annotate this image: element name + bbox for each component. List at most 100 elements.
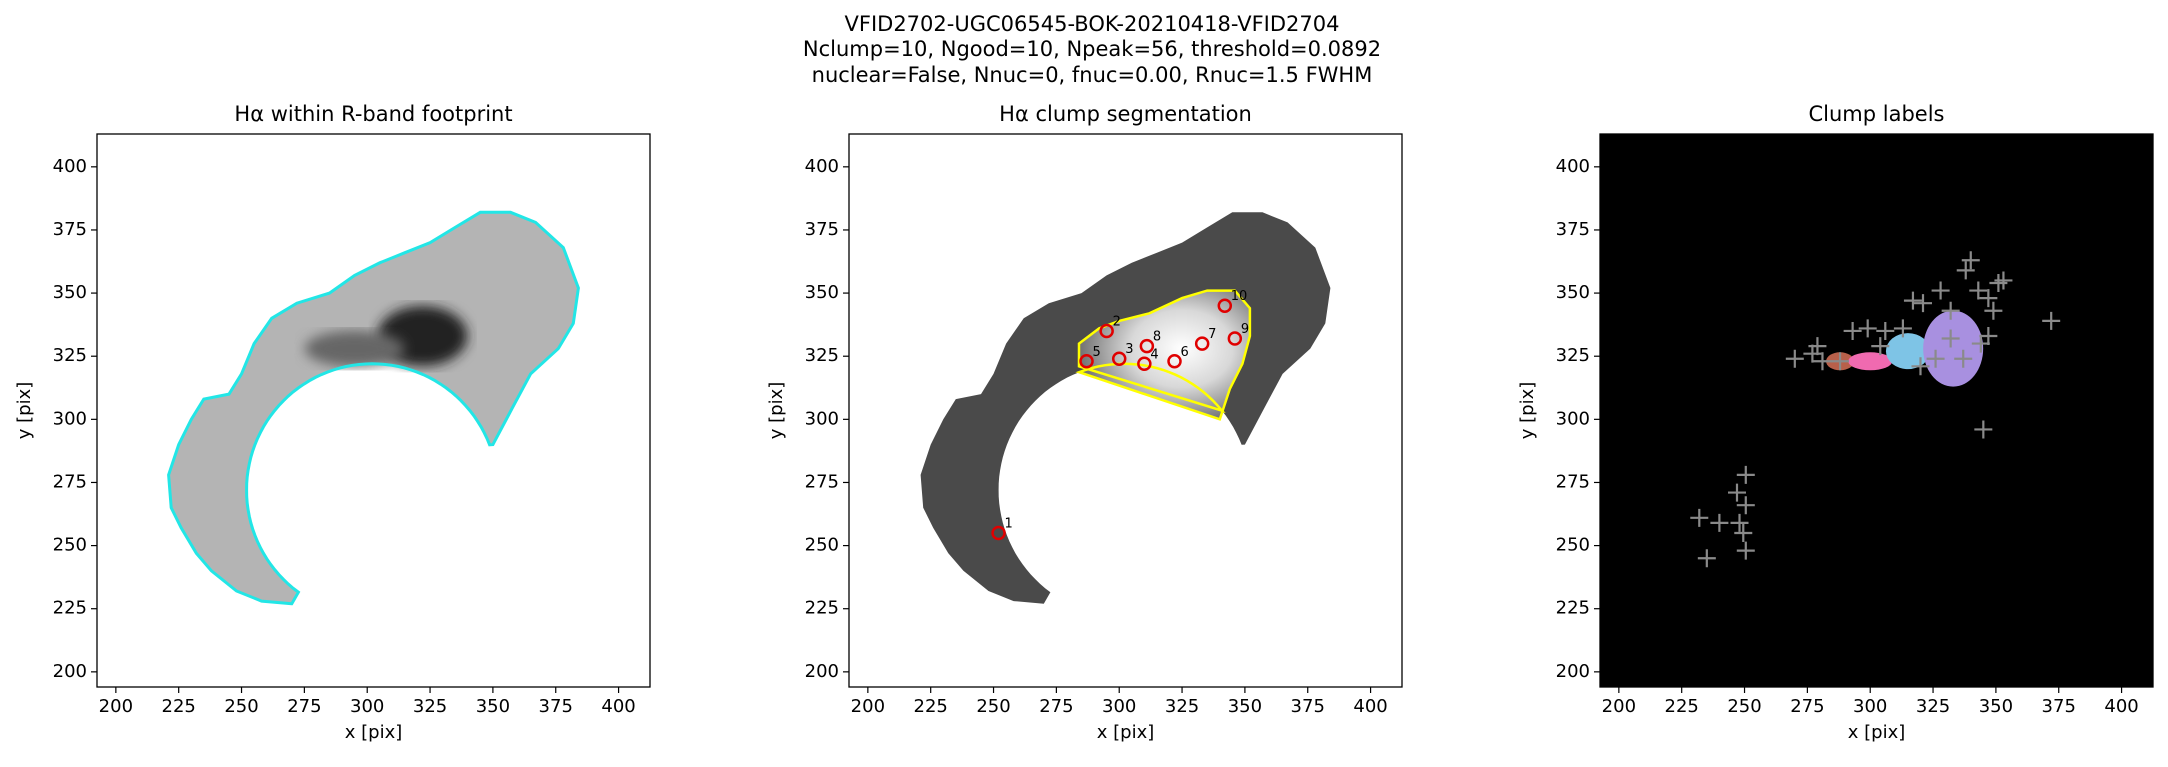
peak-marker <box>1926 349 1945 368</box>
y-tick-label: 250 <box>1556 535 1590 556</box>
x-axis-label: x [pix] <box>1848 722 1906 743</box>
clump-label: 9 <box>1241 322 1249 337</box>
y-tick-label: 325 <box>805 345 839 366</box>
panel: 200 225 250 275 300 325 350 375 400 200 225 250 275 3… <box>14 102 651 743</box>
peak-marker <box>1903 291 1922 310</box>
peak-marker <box>1734 523 1753 542</box>
clump-marker <box>1079 354 1094 369</box>
clump-label: 3 <box>1125 342 1133 357</box>
peak-marker <box>1941 329 1960 348</box>
panel-title: Hα within R-band footprint <box>234 102 512 126</box>
axes-frame <box>96 133 651 688</box>
panel: 200 225 250 275 300 325 350 375 400 200 225 250 275 3… <box>1517 102 2154 743</box>
x-tick-label: 375 <box>539 696 573 717</box>
y-tick-label: 300 <box>805 408 839 429</box>
clump-label: 7 <box>1208 327 1216 342</box>
figure-title: Nclump=10, Ngood=10, Npeak=56, threshold… <box>803 37 1381 61</box>
clump-marker <box>1139 338 1155 354</box>
peak-marker <box>1969 281 1988 300</box>
y-tick-label: 400 <box>1556 156 1590 177</box>
clump-label: 4 <box>1150 347 1158 362</box>
peak-marker <box>1984 301 2003 320</box>
y-tick-label: 250 <box>53 535 87 556</box>
y-tick-label: 225 <box>805 598 839 619</box>
y-tick-label: 350 <box>805 282 839 303</box>
peak-marker <box>1710 513 1729 532</box>
peak-marker <box>1730 513 1749 532</box>
peak-marker <box>1858 319 1877 338</box>
y-tick-label: 200 <box>805 661 839 682</box>
clump-label: 5 <box>1093 345 1101 360</box>
y-tick-label: 325 <box>1556 345 1590 366</box>
y-tick-label: 400 <box>53 156 87 177</box>
x-tick-label: 225 <box>162 696 196 717</box>
x-tick-label: 400 <box>2104 696 2138 717</box>
footprint <box>168 212 579 604</box>
peak-marker <box>1954 349 1973 368</box>
clump-region <box>1848 352 1893 371</box>
clump-region <box>1885 333 1930 370</box>
y-tick-label: 225 <box>53 598 87 619</box>
clump-marker <box>1111 351 1127 366</box>
peak-marker <box>1876 321 1895 340</box>
y-axis-label: y [pix] <box>766 382 787 440</box>
peak-marker <box>1813 352 1832 371</box>
x-tick-label: 350 <box>1228 696 1262 717</box>
footprint-contour <box>167 210 580 606</box>
x-axis-label: x [pix] <box>345 722 403 743</box>
x-tick-label: 300 <box>1853 696 1887 717</box>
x-tick-label: 375 <box>2042 696 2076 717</box>
peak-marker <box>1961 251 1980 270</box>
y-tick-label: 275 <box>805 471 839 492</box>
axes-frame <box>848 133 1403 688</box>
clump-marker <box>1217 298 1233 313</box>
x-tick-label: 200 <box>851 696 885 717</box>
image-background <box>1600 134 2153 687</box>
image-background <box>849 134 1402 687</box>
peak-marker <box>1697 549 1716 568</box>
x-tick-label: 325 <box>413 696 447 717</box>
x-tick-label: 400 <box>1353 696 1387 717</box>
clump-marker <box>1167 354 1182 369</box>
peak-marker <box>1979 289 1998 308</box>
dark-region <box>304 330 405 367</box>
y-axis-label: y [pix] <box>14 382 35 440</box>
peak-marker <box>1843 321 1862 340</box>
peak-marker <box>2042 311 2061 330</box>
clump-label: 1 <box>1005 516 1013 531</box>
x-tick-label: 250 <box>1727 696 1761 717</box>
y-tick-label: 275 <box>1556 471 1590 492</box>
peak-marker <box>1831 352 1850 371</box>
peak-marker <box>1931 281 1950 300</box>
x-tick-label: 275 <box>1039 696 1073 717</box>
peak-marker <box>1727 483 1746 502</box>
y-tick-label: 375 <box>1556 219 1590 240</box>
x-tick-label: 275 <box>1790 696 1824 717</box>
y-tick-label: 250 <box>805 535 839 556</box>
image <box>1690 251 2061 568</box>
y-axis-label: y [pix] <box>1517 382 1538 440</box>
y-tick-label: 225 <box>1556 598 1590 619</box>
clump-marker <box>1227 331 1243 346</box>
y-tick-label: 350 <box>53 282 87 303</box>
clump-marker <box>1099 323 1114 339</box>
peak-marker <box>1911 357 1930 376</box>
y-tick-label: 300 <box>53 408 87 429</box>
clump-marker <box>1194 336 1210 351</box>
x-tick-label: 375 <box>1291 696 1325 717</box>
image-background <box>97 134 650 687</box>
y-tick-label: 200 <box>1556 661 1590 682</box>
figure-title: VFID2702-UGC06545-BOK-20210418-VFID2704 <box>845 12 1340 36</box>
y-tick-label: 400 <box>805 156 839 177</box>
y-tick-label: 275 <box>53 471 87 492</box>
x-tick-label: 400 <box>601 696 635 717</box>
y-tick-label: 325 <box>53 345 87 366</box>
clump-label: 10 <box>1231 289 1248 304</box>
image <box>167 210 580 606</box>
x-axis-label: x [pix] <box>1097 722 1155 743</box>
peak-marker <box>1941 301 1960 320</box>
peak-marker <box>1893 319 1912 338</box>
